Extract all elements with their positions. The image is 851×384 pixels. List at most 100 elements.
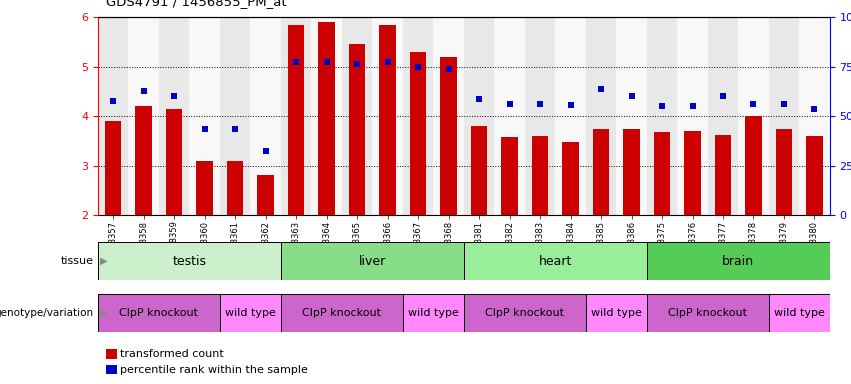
Text: genotype/variation: genotype/variation [0, 308, 94, 318]
Bar [464, 17, 494, 215]
Bar [403, 17, 433, 215]
Text: transformed count: transformed count [120, 349, 224, 359]
Bar [525, 17, 555, 215]
Bar [190, 17, 220, 215]
Point [289, 59, 303, 65]
Bar [159, 17, 190, 215]
Text: heart: heart [539, 255, 572, 268]
Bar [745, 116, 762, 215]
Bar [708, 17, 738, 215]
Point [808, 106, 821, 112]
Bar [684, 131, 701, 215]
Text: wild type: wild type [774, 308, 825, 318]
Text: liver: liver [358, 255, 386, 268]
Bar [647, 242, 830, 280]
Bar [563, 142, 579, 215]
Point [717, 93, 730, 99]
Point [563, 102, 577, 108]
Point [259, 148, 272, 154]
Bar [555, 17, 585, 215]
Bar [768, 17, 799, 215]
Bar [380, 25, 396, 215]
Text: ClpP knockout: ClpP knockout [668, 308, 747, 318]
Text: brain: brain [722, 255, 754, 268]
Bar [281, 17, 311, 215]
Text: ClpP knockout: ClpP knockout [302, 308, 381, 318]
Bar [464, 242, 647, 280]
Point [168, 93, 181, 99]
Bar [98, 242, 281, 280]
Bar [226, 161, 243, 215]
Bar [197, 161, 213, 215]
Point [655, 103, 669, 109]
Point [534, 101, 547, 107]
Bar [98, 294, 220, 332]
Point [320, 59, 334, 65]
Bar [288, 25, 305, 215]
Bar [738, 17, 768, 215]
Bar [373, 17, 403, 215]
Point [197, 126, 211, 132]
Bar [471, 126, 488, 215]
Point [137, 88, 151, 94]
Point [746, 101, 760, 107]
Bar [585, 294, 647, 332]
Bar [647, 294, 768, 332]
Bar [166, 109, 182, 215]
Bar [220, 17, 250, 215]
Text: ClpP knockout: ClpP knockout [119, 308, 198, 318]
Point [351, 61, 364, 67]
Text: ▶: ▶ [100, 308, 107, 318]
Point [106, 98, 120, 104]
Point [228, 126, 242, 132]
Text: testis: testis [173, 255, 206, 268]
Bar [440, 57, 457, 215]
Point [594, 86, 608, 92]
Point [625, 93, 638, 99]
Bar [257, 175, 274, 215]
Point [380, 59, 394, 65]
Text: ▶: ▶ [100, 256, 107, 266]
Bar [799, 17, 830, 215]
Bar [501, 137, 518, 215]
Text: wild type: wild type [408, 308, 459, 318]
Bar [494, 17, 525, 215]
Text: percentile rank within the sample: percentile rank within the sample [120, 365, 308, 375]
Bar [135, 106, 152, 215]
Bar [318, 22, 335, 215]
Bar [647, 17, 677, 215]
Bar [220, 294, 281, 332]
Bar [654, 132, 671, 215]
Bar [677, 17, 708, 215]
Bar [715, 135, 731, 215]
Bar [281, 294, 403, 332]
Text: wild type: wild type [591, 308, 642, 318]
Bar [250, 17, 281, 215]
Bar [281, 242, 464, 280]
Bar [775, 129, 792, 215]
Bar [98, 17, 129, 215]
Point [411, 64, 425, 70]
Bar [105, 121, 122, 215]
Bar [623, 129, 640, 215]
Bar [349, 45, 365, 215]
Bar [585, 17, 616, 215]
Bar [342, 17, 373, 215]
Bar [532, 136, 548, 215]
Bar [592, 129, 609, 215]
Point [503, 101, 517, 107]
Point [686, 103, 700, 109]
Bar [403, 294, 464, 332]
Bar [464, 294, 585, 332]
Bar [806, 136, 823, 215]
Bar [616, 17, 647, 215]
Text: ClpP knockout: ClpP knockout [485, 308, 564, 318]
Bar [409, 52, 426, 215]
Point [472, 96, 486, 102]
Text: wild type: wild type [225, 308, 276, 318]
Bar [768, 294, 830, 332]
Point [442, 66, 455, 72]
Text: GDS4791 / 1456855_PM_at: GDS4791 / 1456855_PM_at [106, 0, 287, 8]
Point [777, 101, 791, 107]
Text: tissue: tissue [60, 256, 94, 266]
